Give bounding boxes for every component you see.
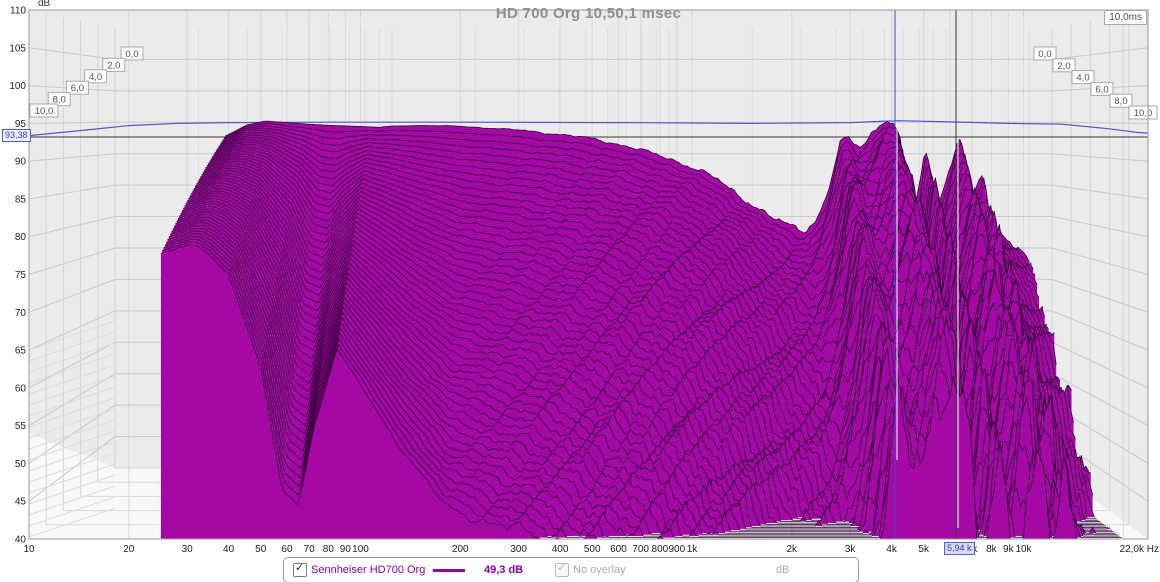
svg-text:100: 100 — [9, 81, 26, 92]
svg-text:100: 100 — [352, 544, 369, 555]
waterfall-slices — [160, 120, 1124, 540]
svg-text:45: 45 — [15, 497, 27, 508]
floor-level-value: 49,3 dB — [484, 564, 524, 576]
svg-text:75: 75 — [15, 270, 27, 281]
svg-text:70: 70 — [15, 308, 27, 319]
svg-text:0,0: 0,0 — [1038, 49, 1051, 60]
svg-text:40: 40 — [223, 544, 235, 555]
svg-text:55: 55 — [15, 421, 27, 432]
time-axis-end-label: 10,0ms — [1104, 10, 1147, 25]
svg-text:6,0: 6,0 — [1095, 84, 1108, 95]
overlay-label: No overlay — [573, 564, 626, 576]
svg-text:4,0: 4,0 — [89, 72, 102, 83]
plot-border — [28, 9, 1149, 540]
svg-text:9k: 9k — [1003, 544, 1015, 555]
svg-text:900: 900 — [668, 544, 685, 555]
svg-text:500: 500 — [584, 544, 601, 555]
svg-text:8,0: 8,0 — [1114, 96, 1127, 107]
trace-visibility-checkbox[interactable] — [293, 558, 307, 582]
svg-text:400: 400 — [552, 544, 569, 555]
x-axis-labels: 10 20 30 40 50 60 70 80 90 100 200 300 400 500 600 700 8… — [23, 544, 1159, 555]
svg-text:20: 20 — [123, 544, 135, 555]
svg-text:800: 800 — [652, 544, 669, 555]
svg-text:110: 110 — [10, 6, 26, 17]
svg-text:30: 30 — [182, 544, 194, 555]
svg-text:80: 80 — [323, 544, 335, 555]
svg-text:60: 60 — [15, 383, 27, 394]
svg-text:105: 105 — [9, 43, 26, 54]
svg-text:2,0: 2,0 — [107, 60, 120, 71]
trace-line-swatch — [433, 558, 465, 582]
svg-text:700: 700 — [632, 544, 649, 555]
svg-text:8k: 8k — [986, 544, 998, 555]
checkbox-checked-disabled-icon[interactable] — [555, 561, 569, 577]
svg-text:50: 50 — [255, 544, 267, 555]
svg-text:10,0: 10,0 — [1134, 108, 1153, 119]
svg-text:10k: 10k — [1015, 544, 1032, 555]
trace-name: Sennheiser HD700 Org — [311, 564, 426, 576]
svg-text:3k: 3k — [845, 544, 857, 555]
time-axis-labels: 0,0 0,02,0 2,04,0 4,06,0 6,08,0 8,010,0 10,0 — [29, 46, 1158, 120]
svg-text:6,0: 6,0 — [71, 83, 84, 94]
svg-text:4,0: 4,0 — [1076, 73, 1089, 84]
legend-bar: Sennheiser HD700 Org 49,3 dB No overlay … — [283, 557, 859, 582]
freq-marker-value-box: 5,94 k — [944, 542, 975, 555]
svg-text:80: 80 — [15, 232, 27, 243]
svg-text:10,0: 10,0 — [35, 106, 54, 117]
svg-text:10: 10 — [23, 544, 35, 555]
svg-text:4k: 4k — [886, 544, 898, 555]
svg-text:2,0: 2,0 — [1057, 61, 1070, 72]
svg-text:90: 90 — [15, 157, 27, 168]
svg-text:85: 85 — [15, 194, 27, 205]
svg-text:5k: 5k — [918, 544, 930, 555]
svg-text:0,0: 0,0 — [125, 49, 138, 60]
svg-text:300: 300 — [510, 544, 527, 555]
svg-text:22,0k Hz: 22,0k Hz — [1120, 544, 1159, 555]
trace-color-line-icon — [433, 568, 465, 572]
legend-unit-label: dB — [776, 564, 790, 576]
overlay-checkbox[interactable] — [555, 558, 569, 582]
db-cursor-value-box: 93,38 — [2, 129, 31, 142]
checkbox-checked-icon[interactable] — [293, 561, 307, 577]
svg-text:200: 200 — [452, 544, 469, 555]
y-axis-unit-label: dB — [38, 0, 51, 9]
svg-text:95: 95 — [15, 119, 27, 130]
svg-text:90: 90 — [340, 544, 352, 555]
overlay-response-curve — [28, 120, 1149, 137]
svg-text:600: 600 — [610, 544, 627, 555]
svg-text:2k: 2k — [787, 544, 799, 555]
svg-text:1k: 1k — [687, 544, 699, 555]
y-axis-labels: 110 105 100 95 90 85 80 75 70 65 60 55 50 45 40 — [9, 6, 26, 546]
svg-text:60: 60 — [281, 544, 293, 555]
svg-text:50: 50 — [15, 459, 27, 470]
svg-text:8,0: 8,0 — [53, 95, 66, 106]
svg-text:65: 65 — [15, 346, 27, 357]
svg-text:40: 40 — [15, 535, 27, 546]
svg-text:70: 70 — [304, 544, 316, 555]
